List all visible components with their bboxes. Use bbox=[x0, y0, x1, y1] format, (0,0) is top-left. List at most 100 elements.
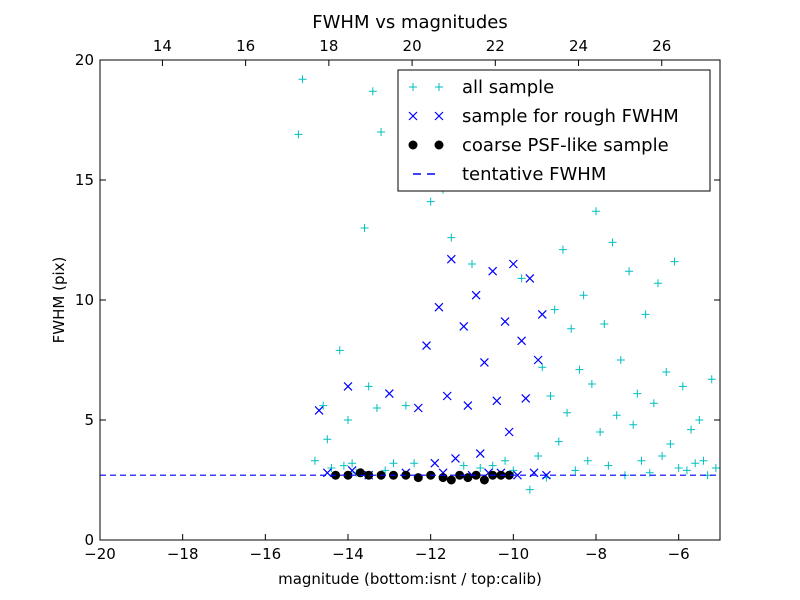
data-point bbox=[360, 224, 369, 232]
data-point bbox=[500, 317, 510, 327]
y-tick-label: 5 bbox=[84, 411, 94, 429]
data-point bbox=[476, 464, 485, 472]
data-point bbox=[649, 399, 658, 408]
x-tick-label: −16 bbox=[250, 545, 282, 563]
data-point bbox=[707, 375, 716, 384]
data-point bbox=[538, 363, 547, 372]
data-point bbox=[377, 128, 386, 136]
data-point bbox=[479, 357, 489, 367]
data-point bbox=[662, 368, 671, 376]
top-x-tick-label: 20 bbox=[403, 37, 422, 55]
data-point bbox=[294, 130, 303, 139]
data-point bbox=[381, 466, 390, 475]
data-point bbox=[459, 461, 468, 470]
data-point bbox=[314, 405, 324, 415]
data-point bbox=[583, 456, 592, 465]
data-point bbox=[629, 420, 638, 429]
legend-label: all sample bbox=[462, 77, 554, 98]
data-point bbox=[533, 355, 543, 365]
data-point bbox=[571, 466, 580, 475]
x-tick-label: −14 bbox=[332, 545, 364, 563]
data-point bbox=[670, 257, 679, 266]
data-point bbox=[534, 452, 543, 460]
x-tick-label: −8 bbox=[585, 545, 607, 563]
data-point bbox=[501, 456, 510, 465]
data-point bbox=[666, 440, 675, 448]
data-point bbox=[674, 464, 683, 472]
data-point bbox=[695, 416, 704, 424]
data-point bbox=[508, 259, 518, 269]
data-point bbox=[446, 254, 456, 264]
legend-marker-icon bbox=[435, 83, 443, 91]
data-point bbox=[434, 302, 444, 312]
legend-marker-icon bbox=[408, 140, 418, 150]
data-point bbox=[463, 401, 473, 411]
data-point bbox=[612, 411, 621, 420]
data-point bbox=[600, 320, 609, 328]
data-point bbox=[451, 453, 460, 463]
y-tick-label: 10 bbox=[75, 291, 94, 309]
top-x-tick-label: 14 bbox=[153, 37, 172, 55]
data-point bbox=[488, 461, 497, 470]
legend-marker-icon bbox=[434, 140, 444, 150]
data-point bbox=[323, 435, 332, 444]
data-point bbox=[327, 464, 336, 472]
data-point bbox=[567, 324, 576, 333]
y-tick-label: 0 bbox=[84, 531, 94, 549]
x-axis-label: magnitude (bottom:isnt / top:calib) bbox=[278, 570, 542, 588]
data-point bbox=[554, 437, 563, 446]
data-point bbox=[678, 382, 687, 391]
data-point bbox=[691, 459, 700, 468]
legend-entry: coarse PSF-like sample bbox=[408, 135, 669, 156]
plot-area bbox=[100, 75, 720, 494]
data-point bbox=[563, 408, 572, 417]
data-point bbox=[517, 274, 526, 283]
top-x-tick-label: 16 bbox=[236, 37, 255, 55]
data-point bbox=[368, 87, 377, 96]
data-point bbox=[633, 389, 642, 398]
data-point bbox=[654, 279, 662, 288]
data-point bbox=[579, 291, 588, 300]
top-x-tick-label: 24 bbox=[569, 37, 588, 55]
data-point bbox=[422, 341, 431, 351]
data-point bbox=[471, 290, 481, 300]
data-point bbox=[364, 382, 373, 391]
data-point bbox=[413, 403, 423, 413]
data-point bbox=[525, 485, 534, 494]
legend: all sample sample for rough FWHM coarse PS… bbox=[397, 69, 711, 192]
data-point bbox=[575, 365, 584, 374]
data-point bbox=[475, 449, 485, 459]
data-point bbox=[319, 401, 328, 410]
data-point bbox=[637, 456, 646, 465]
y-tick-label: 20 bbox=[75, 51, 94, 69]
legend-entry: sample for rough FWHM bbox=[408, 106, 679, 127]
data-point bbox=[596, 428, 605, 436]
data-point bbox=[625, 267, 634, 276]
data-point bbox=[537, 309, 547, 319]
data-point bbox=[587, 380, 596, 388]
x-tick-label: −12 bbox=[415, 545, 447, 563]
data-point bbox=[546, 392, 555, 400]
data-point bbox=[488, 266, 498, 276]
legend-marker-icon bbox=[434, 111, 444, 121]
data-point bbox=[426, 197, 435, 206]
data-point bbox=[430, 458, 440, 468]
data-point bbox=[541, 470, 551, 480]
data-point bbox=[446, 475, 456, 485]
data-point bbox=[348, 459, 357, 468]
x-tick-label: −6 bbox=[668, 545, 690, 563]
legend-marker-icon bbox=[409, 83, 417, 91]
data-point bbox=[525, 273, 535, 283]
top-x-tick-label: 18 bbox=[319, 37, 338, 55]
data-point bbox=[310, 456, 319, 465]
x-tick-label: −10 bbox=[498, 545, 530, 563]
axes: −20 −18 −16 −14 −12 −10 −8 −6 0 5 10 15 20 14 16 18 20 22… bbox=[75, 37, 720, 563]
data-point bbox=[343, 381, 353, 391]
data-point bbox=[410, 459, 419, 468]
data-point bbox=[682, 466, 691, 475]
data-point bbox=[401, 401, 410, 410]
legend-label: sample for rough FWHM bbox=[462, 106, 679, 127]
data-point bbox=[687, 425, 696, 434]
data-point bbox=[509, 466, 518, 475]
